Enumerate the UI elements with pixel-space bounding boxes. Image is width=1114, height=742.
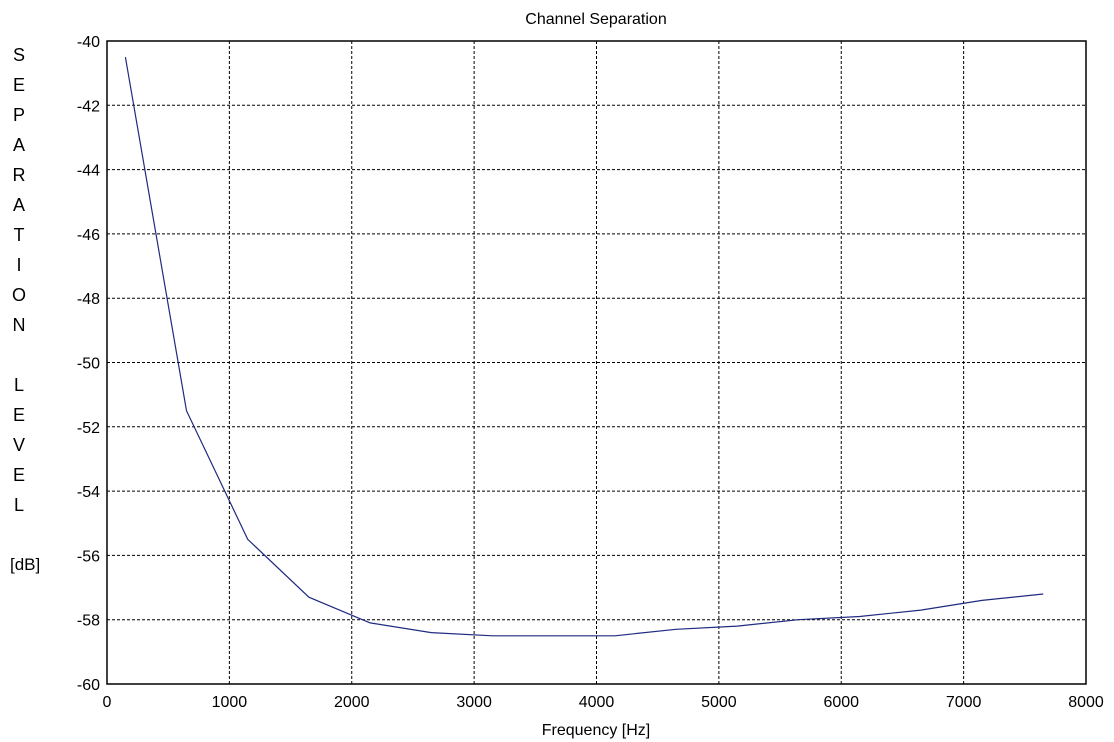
plot-area-border bbox=[106, 40, 1087, 685]
x-tick-label: 4000 bbox=[579, 694, 615, 711]
y-axis-label-letter: E bbox=[12, 405, 25, 425]
y-tick-label: -52 bbox=[77, 420, 100, 437]
y-axis-label-letter: E bbox=[12, 75, 25, 95]
x-tick-label: 7000 bbox=[946, 694, 982, 711]
x-tick-label: 8000 bbox=[1068, 694, 1104, 711]
y-axis-label-letter bbox=[4, 340, 34, 370]
x-tick-label: 5000 bbox=[701, 694, 737, 711]
y-tick-label: -56 bbox=[77, 548, 100, 565]
y-axis-ticks: -40 -42 -44 -46 -48 -50 -52 -54 -56 -58 -60 bbox=[77, 34, 100, 694]
y-axis-label-letter: A bbox=[12, 195, 25, 215]
y-tick-label: -58 bbox=[77, 613, 100, 630]
y-axis-label-letter: L bbox=[13, 375, 24, 395]
y-axis-label-letter: R bbox=[12, 165, 26, 185]
series-layer bbox=[124, 56, 1044, 637]
x-tick-label: 6000 bbox=[823, 694, 859, 711]
y-tick-label: -50 bbox=[77, 356, 100, 373]
x-tick-label: 1000 bbox=[212, 694, 248, 711]
y-tick-label: -40 bbox=[77, 34, 100, 51]
y-tick-label: -42 bbox=[77, 98, 100, 115]
y-axis-label-letter: I bbox=[16, 255, 22, 275]
series-line bbox=[124, 56, 1044, 637]
chart-title: Channel Separation bbox=[525, 11, 666, 28]
y-axis-label-letter: A bbox=[12, 135, 25, 155]
x-tick-label: 3000 bbox=[456, 694, 492, 711]
x-axis-label: Frequency [Hz] bbox=[542, 722, 650, 739]
y-axis-label-letter: V bbox=[12, 435, 25, 455]
y-tick-label: -54 bbox=[77, 484, 100, 501]
y-axis-label-letter: T bbox=[13, 225, 25, 245]
y-axis-label-letter: O bbox=[11, 285, 26, 305]
x-tick-label: 0 bbox=[103, 694, 112, 711]
y-tick-label: -44 bbox=[77, 163, 100, 180]
y-axis-label-letter: L bbox=[13, 495, 24, 515]
y-axis-unit: [dB] bbox=[10, 555, 41, 574]
y-axis-label-letter: P bbox=[12, 105, 25, 125]
y-axis-label-letter: E bbox=[12, 465, 25, 485]
x-axis-ticks: 0 1000 2000 3000 4000 5000 6000 7000 8000 bbox=[103, 694, 1104, 711]
y-tick-label: -46 bbox=[77, 227, 100, 244]
y-tick-label: -48 bbox=[77, 291, 100, 308]
y-axis-label-letter: S bbox=[12, 45, 25, 65]
y-tick-label: -60 bbox=[77, 677, 100, 694]
y-axis-label-letter: N bbox=[12, 315, 26, 335]
x-tick-label: 2000 bbox=[334, 694, 370, 711]
grid bbox=[107, 41, 1086, 684]
